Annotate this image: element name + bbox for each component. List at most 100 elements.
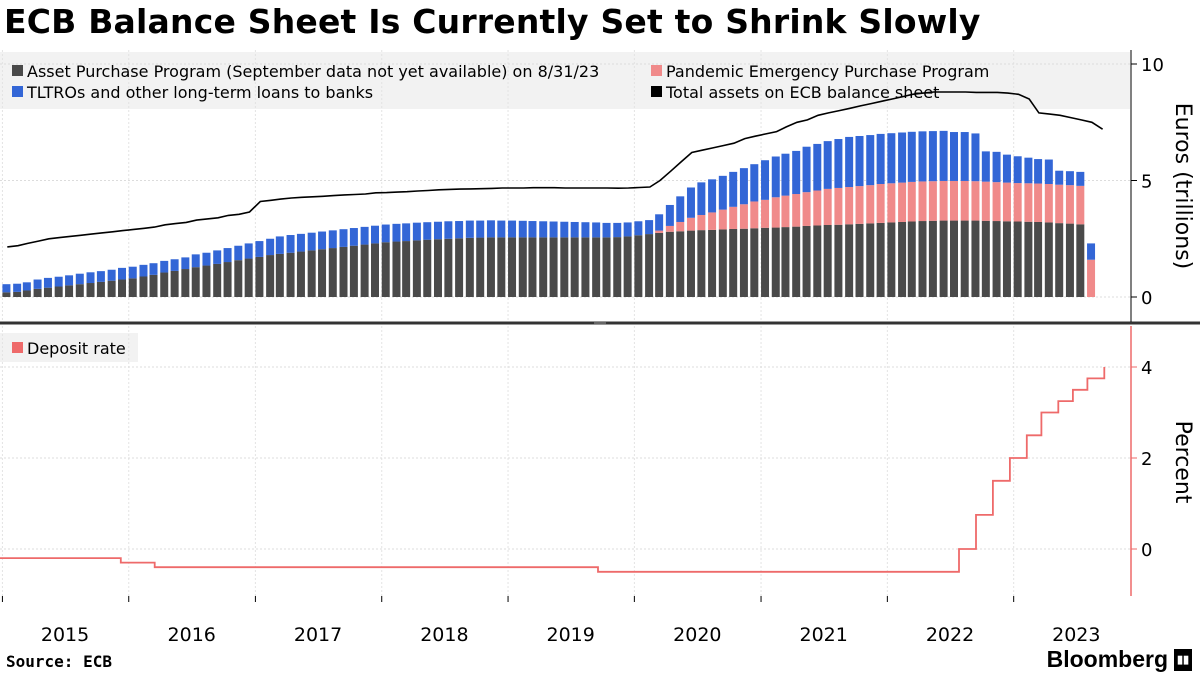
bar-tltro bbox=[928, 131, 937, 182]
bar-app bbox=[223, 262, 232, 297]
bar-pepp bbox=[866, 185, 875, 224]
top-y-tick-label: 5 bbox=[1141, 172, 1152, 193]
bar-tltro bbox=[792, 150, 801, 195]
bar-app bbox=[613, 237, 622, 297]
top-y-ticks: 0 5 10 bbox=[1131, 55, 1164, 309]
bar-app bbox=[181, 269, 190, 297]
bar-tltro bbox=[33, 279, 42, 289]
bar-pepp bbox=[949, 180, 958, 221]
bar-tltro bbox=[1044, 159, 1053, 184]
bar-tltro bbox=[402, 223, 411, 242]
bar-app bbox=[729, 228, 738, 297]
bar-app bbox=[960, 220, 969, 297]
bar-app bbox=[360, 244, 369, 297]
bar-pepp bbox=[898, 182, 907, 222]
bar-tltro bbox=[118, 267, 127, 280]
bar-app bbox=[1076, 224, 1085, 297]
top-y-axis-label: Euros (trillions) bbox=[1170, 103, 1195, 269]
bar-app bbox=[1013, 221, 1022, 297]
bar-app bbox=[802, 225, 811, 297]
bar-app bbox=[349, 245, 358, 297]
bar-tltro bbox=[761, 160, 770, 200]
bar-pepp bbox=[907, 181, 916, 222]
bar-app bbox=[781, 227, 790, 297]
bar-pepp bbox=[992, 182, 1001, 222]
bar-tltro bbox=[339, 229, 348, 247]
bar-tltro bbox=[455, 221, 464, 239]
bottom-y-tick-label: 4 bbox=[1141, 358, 1152, 379]
bar-tltro bbox=[676, 196, 685, 222]
bar-tltro bbox=[412, 222, 421, 241]
bar-app bbox=[296, 251, 305, 297]
bar-pepp bbox=[718, 209, 727, 230]
bar-app bbox=[655, 232, 664, 297]
bar-app bbox=[433, 239, 442, 297]
x-tick-label: 2017 bbox=[294, 624, 342, 646]
bar-app bbox=[602, 237, 611, 297]
bar-app bbox=[697, 230, 706, 297]
bar-tltro bbox=[887, 133, 896, 184]
bar-tltro bbox=[602, 222, 611, 238]
bar-tltro bbox=[423, 222, 432, 240]
bar-app bbox=[855, 223, 864, 297]
bar-tltro bbox=[729, 171, 738, 207]
legend-swatch-tltro bbox=[12, 86, 23, 97]
bar-tltro bbox=[1076, 171, 1085, 186]
bar-tltro bbox=[296, 233, 305, 252]
bar-app bbox=[381, 242, 390, 297]
bar-pepp bbox=[1024, 183, 1033, 222]
bar-app bbox=[476, 237, 485, 297]
deposit-rate-line bbox=[0, 367, 1106, 573]
x-tick-label: 2021 bbox=[799, 624, 847, 646]
bar-tltro bbox=[949, 132, 958, 181]
brand-logo: Bloomberg ▮▮ bbox=[1047, 646, 1192, 673]
bar-tltro bbox=[1002, 154, 1011, 183]
bar-app bbox=[887, 222, 896, 297]
legend-label-pepp: Pandemic Emergency Purchase Program bbox=[666, 62, 989, 81]
total-assets-line bbox=[7, 91, 1104, 248]
bar-app bbox=[939, 220, 948, 297]
bar-app bbox=[665, 231, 674, 297]
bar-app bbox=[275, 253, 284, 297]
bar-app bbox=[813, 225, 822, 297]
bar-tltro bbox=[43, 277, 52, 288]
bar-app bbox=[928, 220, 937, 297]
bar-tltro bbox=[539, 221, 548, 238]
bar-app bbox=[266, 255, 275, 297]
bars bbox=[2, 130, 1096, 297]
bar-app bbox=[392, 241, 401, 297]
bar-app bbox=[907, 221, 916, 297]
bar-tltro bbox=[739, 168, 748, 205]
bar-tltro bbox=[613, 222, 622, 238]
bar-tltro bbox=[845, 136, 854, 188]
legend-swatch-pepp bbox=[651, 65, 662, 76]
bar-tltro bbox=[834, 139, 843, 188]
bar-tltro bbox=[75, 273, 84, 285]
bar-app bbox=[518, 237, 527, 297]
bar-app bbox=[75, 284, 84, 297]
bar-pepp bbox=[802, 192, 811, 226]
legend-label-total: Total assets on ECB balance sheet bbox=[665, 83, 939, 102]
bar-tltro bbox=[22, 282, 31, 291]
bar-tltro bbox=[634, 221, 643, 236]
bar-app bbox=[465, 237, 474, 297]
top-y-tick-label: 10 bbox=[1141, 55, 1164, 76]
bar-app bbox=[592, 237, 601, 297]
bar-tltro bbox=[160, 260, 169, 273]
bar-tltro bbox=[718, 175, 727, 210]
bar-app bbox=[1024, 221, 1033, 297]
bar-tltro bbox=[392, 223, 401, 242]
bar-tltro bbox=[139, 264, 148, 277]
x-tick-label: 2023 bbox=[1052, 624, 1100, 646]
bar-app bbox=[918, 221, 927, 297]
bar-tltro bbox=[876, 133, 885, 184]
bar-tltro bbox=[244, 243, 253, 259]
top-y-tick-label: 0 bbox=[1141, 288, 1152, 309]
bar-pepp bbox=[739, 204, 748, 229]
bar-app bbox=[170, 270, 179, 297]
bar-tltro bbox=[349, 228, 358, 246]
bar-tltro bbox=[518, 220, 527, 238]
bar-tltro bbox=[234, 245, 243, 261]
bar-app bbox=[549, 237, 558, 297]
bar-app bbox=[318, 249, 327, 297]
